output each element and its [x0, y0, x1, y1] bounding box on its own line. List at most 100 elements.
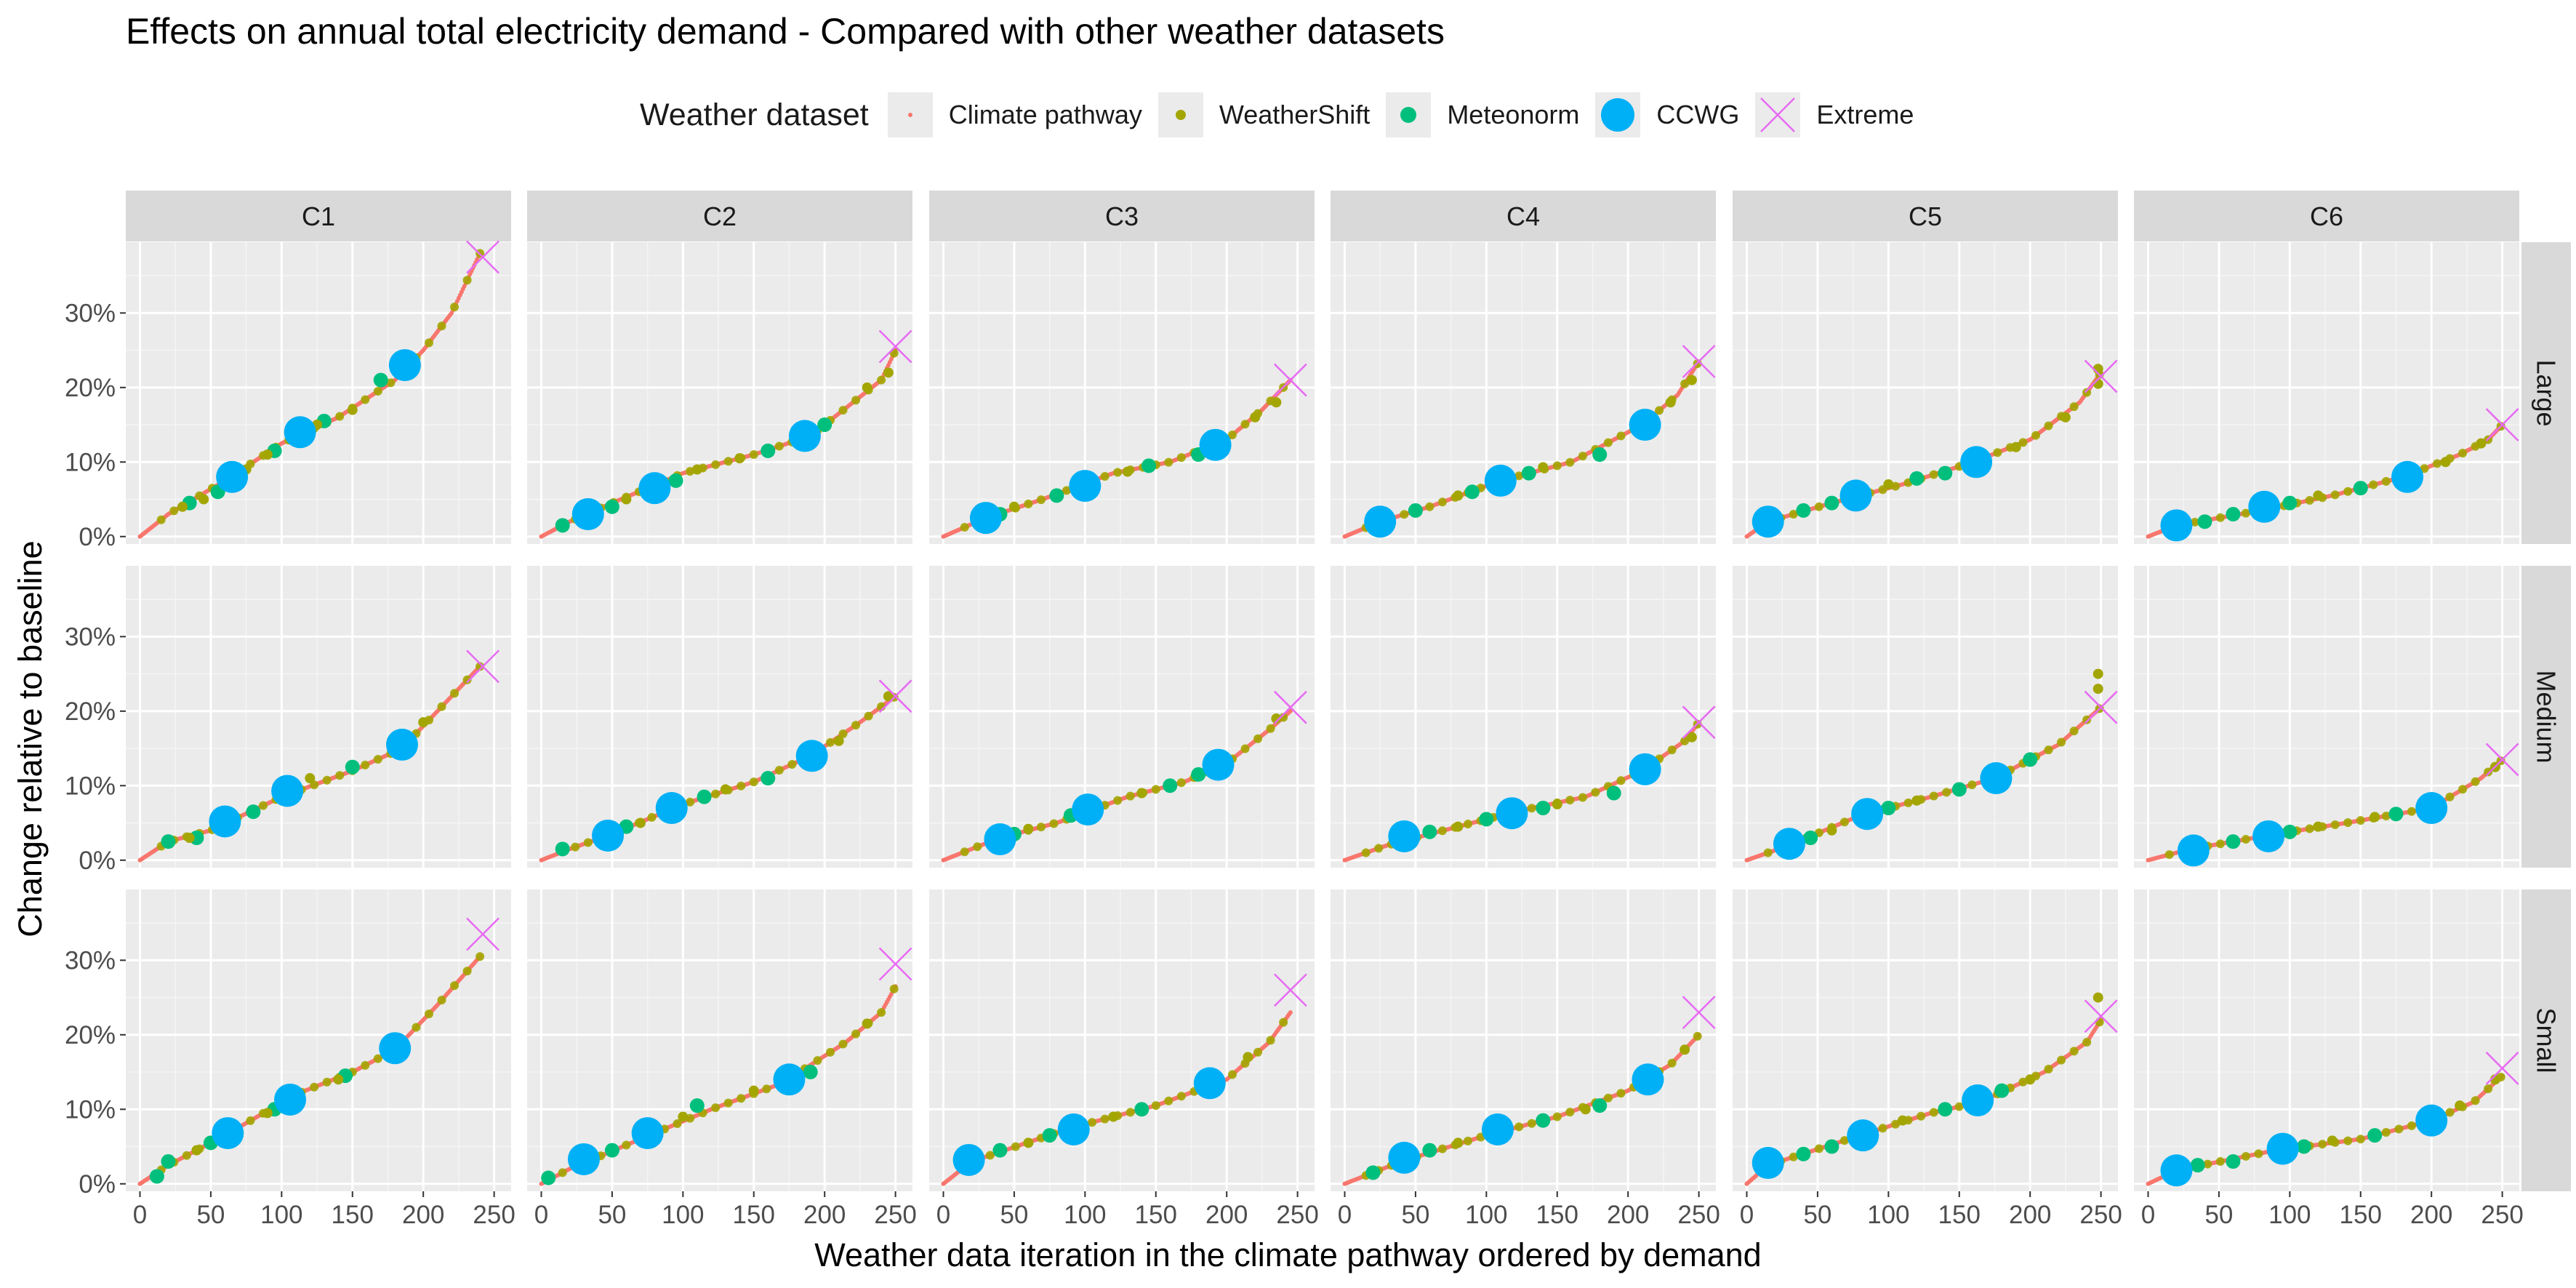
- legend-item-ccwg: CCWG: [1595, 92, 1739, 137]
- weathershift-trail-point: [1088, 1118, 1097, 1127]
- meteonorm-point: [2226, 507, 2241, 522]
- weathershift-trail-point: [749, 450, 758, 460]
- weathershift-trail-point: [877, 375, 886, 385]
- strip-C3: [929, 191, 1315, 241]
- meteonorm-point: [2353, 481, 2368, 496]
- weathershift-trail-point: [985, 1151, 995, 1160]
- weathershift-trail-point: [1693, 1031, 1702, 1041]
- ccwg-point: [773, 1063, 806, 1096]
- weathershift-trail-point: [2330, 820, 2340, 829]
- weathershift-trail-point: [2241, 508, 2250, 518]
- weathershift-trail-point: [1253, 734, 1263, 743]
- ccwg-point: [212, 1117, 244, 1150]
- panel-medium-C5: [1733, 566, 2118, 868]
- weathershift-point: [2093, 668, 2103, 679]
- weathershift-trail-point: [1425, 502, 1435, 511]
- y-tick-label: 30%: [65, 623, 116, 651]
- strip-large: [2521, 242, 2571, 544]
- weathershift-trail-point: [1655, 406, 1664, 415]
- weathershift-trail-point: [2381, 811, 2391, 820]
- extreme-point: [2084, 690, 2118, 724]
- ccwg-point: [969, 502, 1002, 535]
- panel-large-C5: [1733, 242, 2118, 544]
- legend-key: [1595, 92, 1641, 137]
- meteonorm-point: [1422, 824, 1437, 839]
- weathershift-trail-point: [476, 952, 485, 961]
- meteonorm-point: [1141, 458, 1157, 473]
- meteonorm-point: [1803, 831, 1818, 846]
- weathershift-trail-point: [1361, 848, 1371, 857]
- weathershift-trail-point: [813, 1056, 822, 1065]
- meteonorm-point: [2197, 514, 2212, 529]
- meteonorm-point: [1521, 465, 1536, 481]
- extreme-point: [2084, 359, 2118, 393]
- weathershift-trail-point: [450, 303, 460, 312]
- weathershift-point: [1826, 825, 1837, 836]
- weathershift-trail-point: [476, 662, 485, 671]
- weathershift-point: [1108, 1111, 1119, 1122]
- y-tick-label: 0%: [79, 523, 116, 551]
- weathershift-trail-point: [973, 842, 982, 852]
- y-tick-label: 10%: [65, 448, 116, 476]
- strip-small: [2521, 889, 2571, 1191]
- weathershift-point: [2313, 490, 2324, 501]
- ccwg-point: [274, 1083, 307, 1116]
- weathershift-trail-point: [960, 847, 969, 857]
- weathershift-trail-point: [1667, 1058, 1677, 1068]
- weathershift-trail-point: [1062, 486, 1072, 495]
- legend: Weather dataset Climate pathway WeatherSh…: [640, 86, 1930, 144]
- weathershift-point: [2010, 441, 2021, 452]
- weathershift-trail-point: [1929, 470, 1938, 479]
- legend-item-meteonorm: Meteonorm: [1386, 92, 1579, 137]
- meteonorm-point: [2282, 824, 2298, 839]
- weathershift-trail-point: [2031, 431, 2040, 440]
- weathershift-trail-point: [373, 386, 382, 396]
- panel-medium-C3: [929, 566, 1315, 868]
- weathershift-trail-point: [1176, 1092, 1186, 1101]
- weathershift-trail-point: [647, 812, 657, 822]
- weathershift-trail-point: [1151, 785, 1160, 794]
- weathershift-point: [734, 453, 745, 464]
- weathershift-trail-point: [1100, 1114, 1110, 1124]
- weathershift-point: [691, 464, 702, 475]
- weathershift-trail-point: [1527, 804, 1536, 813]
- weathershift-trail-point: [1176, 453, 1186, 463]
- weathershift-point: [1136, 788, 1147, 799]
- weathershift-point: [418, 717, 429, 728]
- weathershift-point: [2313, 821, 2324, 832]
- legend-marker: [1400, 107, 1417, 123]
- x-tick-label: 100: [1064, 1201, 1106, 1229]
- meteonorm-point: [689, 1098, 705, 1113]
- ccwg-point: [1629, 753, 1661, 785]
- weathershift-trail-point: [960, 522, 969, 532]
- weathershift-trail-point: [1527, 1119, 1536, 1128]
- ccwg-point: [1202, 748, 1235, 781]
- x-tick-label: 0: [133, 1201, 147, 1229]
- panel-medium-C6: [2134, 566, 2519, 868]
- legend-items: Climate pathway WeatherShift Meteonorm CCWG…: [887, 92, 1930, 137]
- legend-marker: [907, 113, 912, 117]
- weathershift-point: [862, 382, 872, 393]
- meteonorm-point: [1042, 1128, 1057, 1143]
- weathershift-trail-point: [1616, 1089, 1626, 1098]
- extreme-point: [1273, 363, 1307, 397]
- meteonorm-point: [668, 473, 683, 488]
- weathershift-point: [2370, 812, 2380, 823]
- weathershift-trail-point: [622, 1140, 631, 1150]
- weathershift-trail-point: [1603, 438, 1613, 447]
- weathershift-trail-point: [1929, 791, 1938, 801]
- strip-label-C5: C5: [1909, 201, 1942, 231]
- weathershift-trail-point: [1266, 1036, 1275, 1045]
- extreme-point: [1273, 690, 1307, 724]
- ccwg-point: [952, 1143, 985, 1176]
- x-tick-label: 0: [534, 1201, 548, 1229]
- weathershift-point: [1883, 479, 1894, 490]
- weathershift-trail-point: [1839, 817, 1849, 827]
- weathershift-trail-point: [1036, 823, 1046, 832]
- weathershift-point: [191, 1145, 202, 1156]
- meteonorm-point: [541, 1170, 556, 1185]
- weathershift-trail-point: [711, 460, 721, 469]
- meteonorm-point: [345, 759, 360, 775]
- ccwg-point: [2177, 834, 2210, 867]
